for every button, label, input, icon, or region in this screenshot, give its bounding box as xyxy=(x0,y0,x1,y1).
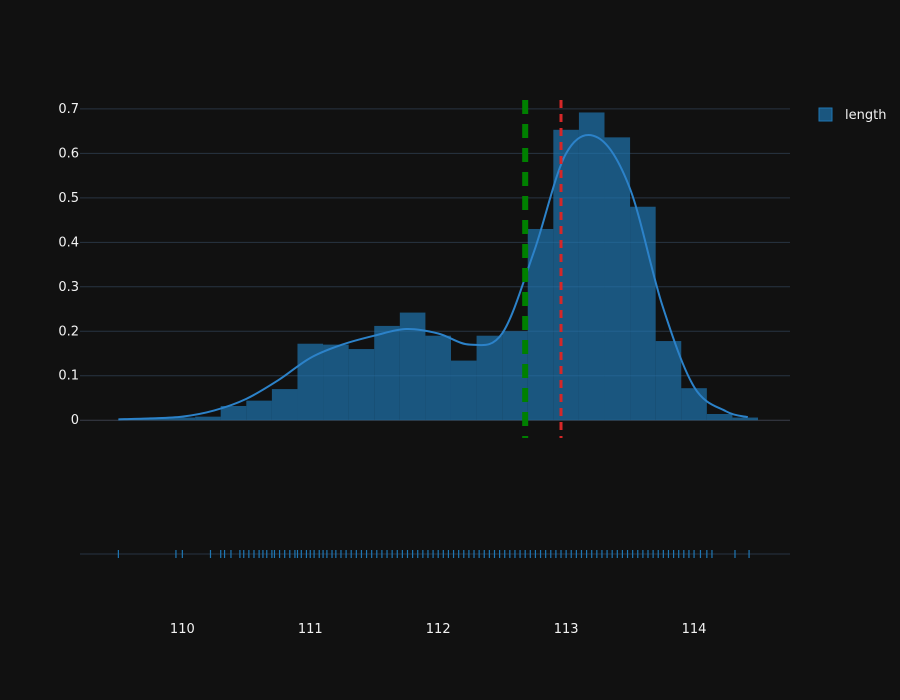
histogram-bars xyxy=(118,112,759,421)
histogram-bar[interactable] xyxy=(681,388,707,421)
histogram-bar[interactable] xyxy=(246,400,272,421)
histogram-bar[interactable] xyxy=(655,341,682,421)
y-tick-label: 0.7 xyxy=(58,102,79,117)
y-axis-tick-labels: 0 0.1 0.2 0.3 0.4 0.5 0.6 0.7 xyxy=(58,102,79,428)
histogram-bar[interactable] xyxy=(323,344,349,421)
histogram-bar[interactable] xyxy=(553,129,579,421)
reference-lines xyxy=(522,100,563,438)
histogram-bar[interactable] xyxy=(425,335,451,421)
histogram-bar[interactable] xyxy=(297,343,324,421)
histogram-bar[interactable] xyxy=(271,389,298,421)
y-tick-label: 0.5 xyxy=(58,191,79,206)
histogram-bar[interactable] xyxy=(578,112,605,421)
y-tick-label: 0.6 xyxy=(58,146,79,161)
histogram-bar[interactable] xyxy=(143,418,170,421)
x-tick-label: 114 xyxy=(682,622,707,637)
x-axis-tick-labels: 110 111 112 113 114 xyxy=(170,622,707,637)
legend-swatch xyxy=(818,107,833,122)
rug-plot xyxy=(80,550,790,558)
y-tick-label: 0 xyxy=(71,413,79,428)
histogram-bar[interactable] xyxy=(604,137,631,421)
y-tick-label: 0.1 xyxy=(58,369,79,384)
x-tick-label: 111 xyxy=(298,622,323,637)
histogram-bar[interactable] xyxy=(706,413,733,421)
histogram-bar[interactable] xyxy=(348,349,375,421)
histogram-bar[interactable] xyxy=(450,360,477,421)
histogram-bar[interactable] xyxy=(195,416,221,421)
kde-curve[interactable] xyxy=(118,134,749,421)
histogram-bar[interactable] xyxy=(732,417,759,421)
legend-label: length xyxy=(845,108,886,123)
legend[interactable]: length xyxy=(818,107,886,123)
histogram-bar[interactable] xyxy=(220,405,247,421)
histogram-bar[interactable] xyxy=(374,325,400,421)
x-tick-label: 110 xyxy=(170,622,195,637)
histogram-bar[interactable] xyxy=(630,206,656,421)
x-tick-label: 112 xyxy=(426,622,451,637)
histogram-bar[interactable] xyxy=(169,417,196,421)
histogram-bar[interactable] xyxy=(476,335,503,421)
histogram-bar[interactable] xyxy=(527,228,554,421)
kde-curve-layer xyxy=(118,134,749,421)
y-tick-label: 0.2 xyxy=(58,324,79,339)
x-tick-label: 113 xyxy=(554,622,579,637)
y-tick-label: 0.4 xyxy=(58,235,79,250)
y-tick-label: 0.3 xyxy=(58,280,79,295)
